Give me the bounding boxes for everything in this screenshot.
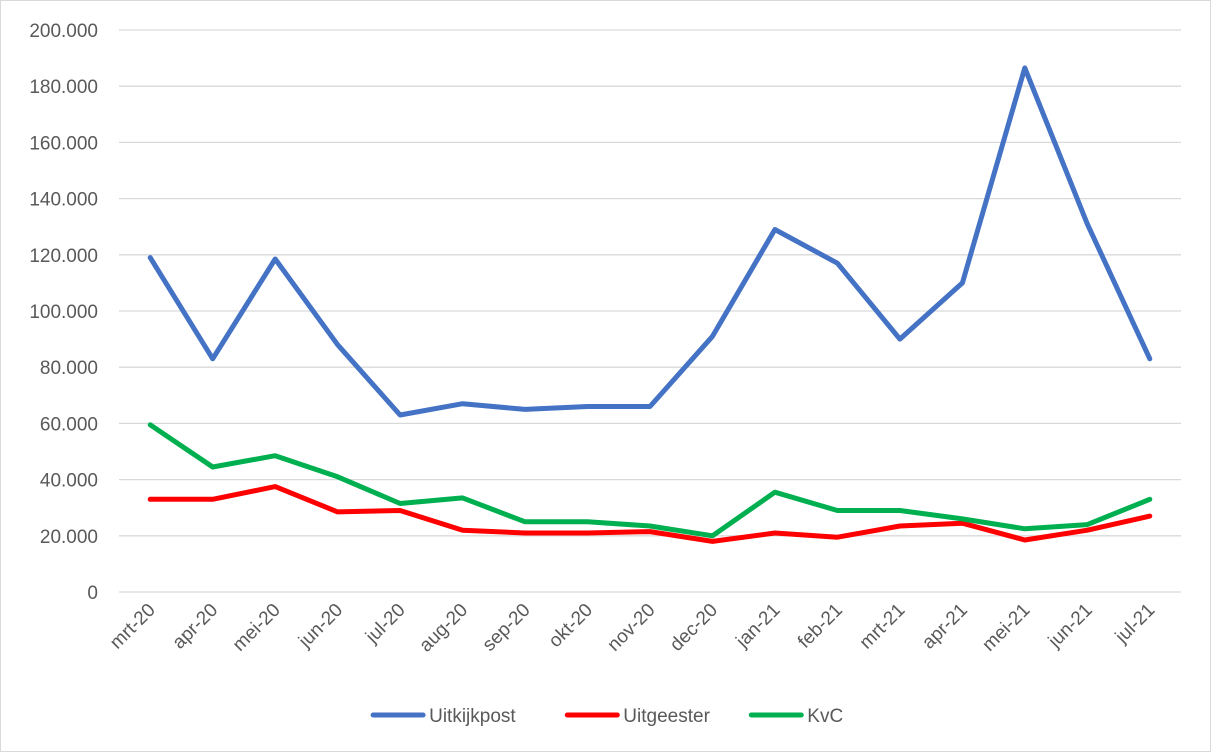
x-tick-label: aug-20 bbox=[415, 600, 472, 657]
x-tick-label: nov-20 bbox=[604, 600, 660, 656]
series-line-uitkijkpost bbox=[147, 65, 1153, 418]
x-tick-label: mrt-20 bbox=[106, 600, 160, 654]
x-tick-label: apr-20 bbox=[169, 600, 223, 654]
x-tick-label: mei-21 bbox=[978, 600, 1034, 656]
y-tick-label: 180.000 bbox=[29, 77, 98, 98]
legend: Uitkijkpost Uitgeester KvC bbox=[370, 706, 843, 727]
x-tick-label: jun-21 bbox=[1044, 600, 1097, 653]
x-tick-label: jan-21 bbox=[732, 600, 785, 653]
legend-label: KvC bbox=[807, 706, 843, 727]
legend-item: Uitgeester bbox=[564, 706, 711, 727]
x-axis: mrt-20 apr-20 mei-20 jun-20 jul-20 aug-20 sep-… bbox=[106, 600, 1159, 657]
y-axis: 0 20.000 40.000 60.000 80.000 100.000 120.000 1… bbox=[29, 21, 98, 604]
y-tick-label: 160.000 bbox=[29, 133, 98, 154]
y-tick-label: 120.000 bbox=[29, 246, 98, 267]
x-tick-label: okt-20 bbox=[545, 600, 597, 652]
legend-label: Uitkijkpost bbox=[429, 706, 516, 727]
series-line-uitgeester bbox=[147, 484, 1153, 544]
y-tick-label: 40.000 bbox=[40, 471, 98, 492]
legend-label: Uitgeester bbox=[623, 706, 710, 727]
x-tick-label: mrt-21 bbox=[856, 600, 910, 654]
series-lines bbox=[147, 65, 1153, 544]
y-tick-label: 60.000 bbox=[40, 414, 98, 435]
y-tick-label: 20.000 bbox=[40, 527, 98, 548]
y-tick-label: 80.000 bbox=[40, 358, 98, 379]
x-tick-label: apr-21 bbox=[918, 600, 972, 654]
x-tick-label: jul-20 bbox=[361, 600, 409, 648]
legend-item: KvC bbox=[748, 706, 843, 727]
x-tick-label: jul-21 bbox=[1111, 600, 1159, 648]
x-tick-label: feb-21 bbox=[794, 600, 847, 653]
y-tick-label: 0 bbox=[87, 583, 98, 604]
gridlines bbox=[119, 29, 1181, 593]
x-tick-label: jun-20 bbox=[294, 600, 347, 653]
legend-item: Uitkijkpost bbox=[370, 706, 516, 727]
x-tick-label: dec-20 bbox=[666, 600, 722, 656]
y-tick-label: 200.000 bbox=[29, 21, 98, 42]
x-tick-label: mei-20 bbox=[229, 600, 285, 656]
x-tick-label: sep-20 bbox=[479, 600, 535, 656]
series-line-kvc bbox=[147, 422, 1153, 539]
y-tick-label: 100.000 bbox=[29, 302, 98, 323]
y-tick-label: 140.000 bbox=[29, 190, 98, 211]
